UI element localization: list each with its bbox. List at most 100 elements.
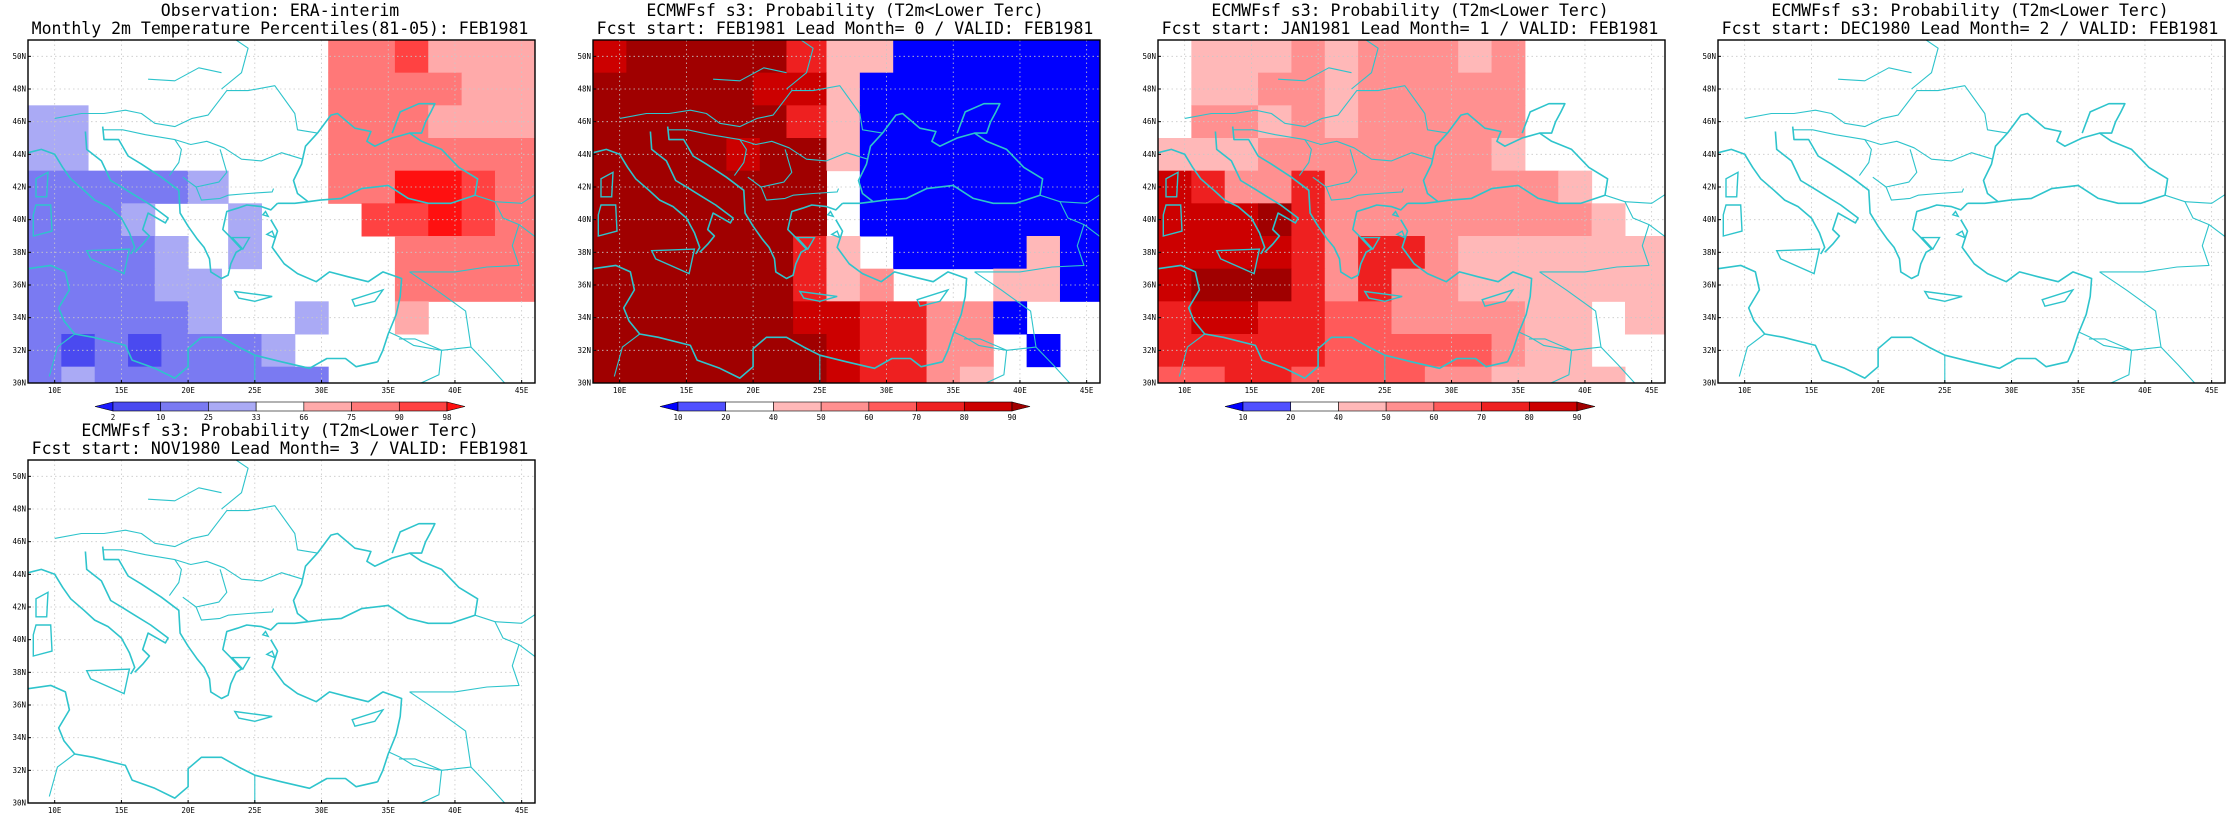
coastline	[1718, 264, 2068, 379]
lon-tick-label: 40E	[1013, 386, 1027, 395]
lon-tick-label: 20E	[181, 386, 195, 395]
lon-tick-label: 35E	[381, 386, 395, 395]
country-border	[182, 176, 275, 201]
coastline	[28, 684, 378, 799]
lon-tick-label: 35E	[2071, 386, 2085, 395]
country-border	[48, 333, 76, 377]
lat-tick-label: 42N	[1142, 183, 1156, 192]
country-border	[148, 487, 222, 502]
country-border	[2208, 224, 2225, 238]
data-cell	[1191, 40, 1292, 74]
lon-tick-label: 25E	[248, 386, 262, 395]
coastline	[277, 112, 479, 205]
colorbar-label: 33	[252, 413, 261, 420]
country-border	[409, 194, 520, 273]
country-border	[2184, 193, 2225, 204]
lat-tick-label: 42N	[1702, 183, 1716, 192]
data-cell	[1291, 334, 1326, 368]
country-border	[1838, 67, 1912, 82]
data-cell	[926, 366, 961, 383]
lon-tick-label: 25E	[1938, 386, 1952, 395]
colorbar: 10 20 40 50 60 70 80 90	[659, 401, 1031, 420]
island-outline	[798, 290, 838, 303]
data-cell	[1591, 366, 1626, 383]
coastline	[28, 148, 136, 255]
data-cell	[1524, 366, 1593, 383]
lat-tick-label: 48N	[12, 85, 26, 94]
lon-tick-label: 20E	[746, 386, 760, 395]
island-outline	[1391, 210, 1400, 218]
panel-lead-month-3: ECMWFsf s3: Probability (T2m<Lower Terc)…	[10, 420, 550, 840]
lon-tick-label: 45E	[2205, 386, 2219, 395]
colorbar-label: 60	[1429, 413, 1439, 420]
data-cell	[1224, 366, 1292, 383]
title-line-1: ECMWFsf s3: Probability (T2m<Lower Terc)	[1771, 1, 2169, 20]
lat-tick-label: 30N	[577, 379, 591, 388]
coastline	[28, 264, 378, 379]
lat-tick-label: 46N	[12, 537, 26, 546]
island-outline	[32, 624, 53, 657]
colorbar-label: 50	[817, 413, 827, 420]
lat-tick-label: 50N	[1142, 52, 1156, 61]
map-lead-month-1: 30N 32N 34N 36N 38N 40N 42N 44N 46N 48N 50N 10E 15E 2…	[1142, 39, 1666, 420]
lat-tick-label: 46N	[12, 117, 26, 126]
colorbar-label: 10	[673, 413, 683, 420]
colorbar-label: 66	[299, 413, 309, 420]
lat-tick-label: 32N	[1702, 346, 1716, 355]
data-cell	[428, 105, 535, 139]
plot-frame	[1157, 39, 1666, 384]
lat-tick-label: 36N	[1142, 281, 1156, 290]
lat-tick-label: 50N	[12, 472, 26, 481]
lon-tick-label: 35E	[946, 386, 960, 395]
lat-tick-label: 44N	[1702, 150, 1716, 159]
country-border	[1178, 333, 1206, 377]
data-cell	[1191, 236, 1259, 270]
lat-tick-label: 42N	[12, 183, 26, 192]
lat-tick-label: 44N	[12, 150, 26, 159]
country-border	[389, 331, 443, 383]
country-border	[1312, 176, 1405, 201]
data-cell	[759, 138, 827, 172]
panel-title: ECMWFsf s3: Probability (T2m<Lower Terc)…	[1140, 2, 1680, 38]
lon-tick-label: 25E	[1378, 386, 1392, 395]
coastline	[1158, 264, 1508, 379]
coastline	[666, 126, 844, 280]
country-border	[613, 333, 641, 377]
island-outline	[1215, 248, 1261, 275]
data-cell	[1358, 105, 1493, 139]
colorbar-label: 20	[1286, 413, 1296, 420]
title-line-1: ECMWFsf s3: Probability (T2m<Lower Terc)	[646, 1, 1044, 20]
coastline	[546, 574, 550, 685]
colorbar-label: 40	[769, 413, 779, 420]
colorbar-swatch	[1242, 401, 1292, 412]
island-outline	[265, 650, 277, 659]
data-cell	[1291, 268, 1326, 302]
lat-tick-label: 36N	[12, 701, 26, 710]
lon-tick-label: 35E	[381, 806, 395, 815]
colorbar-label: 50	[1382, 413, 1392, 420]
lat-tick-label: 34N	[1702, 313, 1716, 322]
data-cell	[1358, 72, 1493, 106]
coastline	[28, 568, 136, 675]
lon-tick-label: 15E	[1805, 386, 1819, 395]
coastline	[101, 126, 279, 280]
country-border	[1738, 333, 1766, 377]
island-outline	[1775, 248, 1821, 275]
colorbar-min-arrow	[1224, 401, 1244, 412]
colorbar-label: 80	[960, 413, 970, 420]
panel-lead-month-0: ECMWFsf s3: Probability (T2m<Lower Terc)…	[575, 0, 1115, 420]
country-border	[667, 129, 747, 176]
lon-tick-label: 40E	[448, 386, 462, 395]
country-border	[102, 549, 182, 596]
country-border	[739, 139, 868, 162]
island-outline	[1363, 290, 1403, 303]
coastline	[391, 522, 436, 554]
island-outline	[351, 288, 385, 308]
country-border	[974, 194, 1085, 273]
country-border	[148, 67, 222, 82]
colorbar: 2 10 25 33 66 75 90 98	[94, 401, 466, 420]
panel-observation: Observation: ERA-interim Monthly 2m Temp…	[10, 0, 550, 420]
country-border	[518, 224, 535, 238]
island-outline	[233, 710, 273, 723]
lon-tick-label: 40E	[448, 806, 462, 815]
